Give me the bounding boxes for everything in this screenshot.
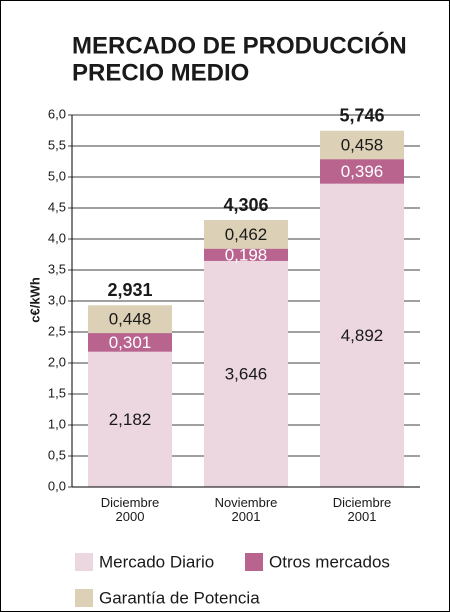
total-label: 2,931 xyxy=(107,280,152,300)
value-label: 0,458 xyxy=(341,135,384,154)
chart-title: MERCADO DE PRODUCCIÓN xyxy=(72,31,407,59)
bar-segment xyxy=(204,248,288,261)
x-tick-label: Noviembre 2001 xyxy=(215,495,278,524)
legend-label: Otros mercados xyxy=(269,552,390,571)
value-label: 0,301 xyxy=(109,333,152,352)
value-label: 0,448 xyxy=(109,310,152,329)
value-label: 0,396 xyxy=(341,162,384,181)
y-tick-label: 6,0 xyxy=(48,106,66,121)
bar-segment xyxy=(88,351,172,487)
y-tick-label: 2,5 xyxy=(48,323,66,338)
bar-segment xyxy=(204,260,288,487)
total-label: 5,746 xyxy=(339,105,384,125)
legend-label: Mercado Diario xyxy=(99,552,214,571)
x-tick-label: Diciembre 2001 xyxy=(333,495,392,524)
bar-segment xyxy=(320,159,404,184)
bar-segment xyxy=(88,333,172,352)
y-tick-label: 3,0 xyxy=(48,292,66,307)
value-label: 2,182 xyxy=(109,410,152,429)
bar-segment xyxy=(320,183,404,488)
y-tick-label: 5,0 xyxy=(48,168,66,183)
y-tick-label: 0,0 xyxy=(48,478,66,493)
value-label: 0,462 xyxy=(225,225,268,244)
y-tick-label: 4,0 xyxy=(48,230,66,245)
legend-swatch xyxy=(75,589,93,607)
legend-swatch xyxy=(245,553,263,571)
y-tick-label: 1,5 xyxy=(48,385,66,400)
y-tick-label: 3,5 xyxy=(48,261,66,276)
y-tick-label: 1,0 xyxy=(48,416,66,431)
bar-segment xyxy=(320,130,404,160)
legend-label: Garantía de Potencia xyxy=(99,588,260,607)
value-label: 4,892 xyxy=(341,326,384,345)
legend-swatch xyxy=(75,553,93,571)
y-tick-label: 5,5 xyxy=(48,137,66,152)
chart-title: PRECIO MEDIO xyxy=(72,59,249,86)
y-axis-label: c€/kWh xyxy=(27,277,42,323)
y-tick-label: 2,0 xyxy=(48,354,66,369)
bar-segment xyxy=(204,220,288,249)
y-tick-label: 0,5 xyxy=(48,447,66,462)
bar-segment xyxy=(88,305,172,334)
x-tick-label: Diciembre 2000 xyxy=(101,495,160,524)
y-tick-label: 4,5 xyxy=(48,199,66,214)
value-label: 3,646 xyxy=(225,364,268,383)
value-label: 0,198 xyxy=(225,245,268,264)
total-label: 4,306 xyxy=(223,195,268,215)
